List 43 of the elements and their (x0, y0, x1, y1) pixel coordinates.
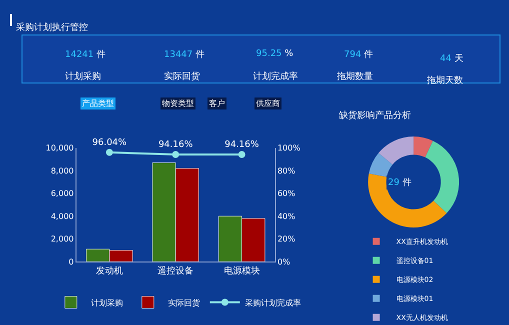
text: 44 天 (440, 53, 464, 64)
y-tick-label: 4,000 (50, 212, 74, 221)
y-tick-label: 10,000 (46, 144, 74, 153)
text: 95.25 % (256, 49, 294, 59)
x-tick-label: 发动机 (96, 265, 123, 276)
donut-slice (368, 152, 393, 177)
donut-slice (368, 173, 447, 228)
text: 拖期天数 (426, 75, 463, 86)
donut-slice (425, 140, 460, 214)
y2-tick-label: 0% (277, 257, 291, 266)
text: 物资类型 (162, 99, 194, 108)
x-tick-label: 电源模块 (224, 265, 260, 276)
text: 计划完成率 (253, 71, 298, 82)
text: 实际回货 (164, 71, 200, 82)
y2-tick-label: 40% (277, 212, 296, 221)
text: 供应商 (256, 99, 280, 108)
text: 794 件 (344, 49, 374, 60)
legend-label: 实际回货 (168, 298, 200, 308)
y2-tick-label: 60% (277, 189, 296, 198)
x-tick-label: 遥控设备 (158, 265, 194, 276)
text: 客户 (209, 99, 225, 108)
y2-tick-label: 100% (277, 144, 301, 153)
donut-slice (378, 136, 414, 165)
y2-tick-label: 20% (277, 234, 296, 244)
y2-tick-label: 80% (277, 166, 296, 176)
text: 采购计划执行管控 (16, 22, 88, 33)
text: 拖期数量 (336, 71, 373, 82)
y-tick-label: 0 (68, 257, 74, 266)
data-label: 94.16% (224, 140, 260, 150)
donut-slice (414, 136, 433, 158)
text: 计划采购 (65, 71, 101, 82)
text: 14241 件 (65, 49, 106, 60)
legend-label: 计划采购 (90, 298, 123, 308)
text: 产品类型 (82, 99, 114, 108)
data-label: 94.16% (158, 140, 194, 150)
legend-label: 采购计划完成率 (244, 298, 301, 308)
text: 29 件 (388, 177, 412, 188)
y-tick-label: 2,000 (50, 234, 74, 244)
chart-title: 缺货影响产品分析 (339, 110, 411, 121)
text: 13447 件 (164, 49, 205, 60)
y-tick-label: 6,000 (50, 189, 74, 198)
y-tick-label: 8,000 (50, 166, 74, 176)
data-label: 96.04% (92, 138, 128, 148)
